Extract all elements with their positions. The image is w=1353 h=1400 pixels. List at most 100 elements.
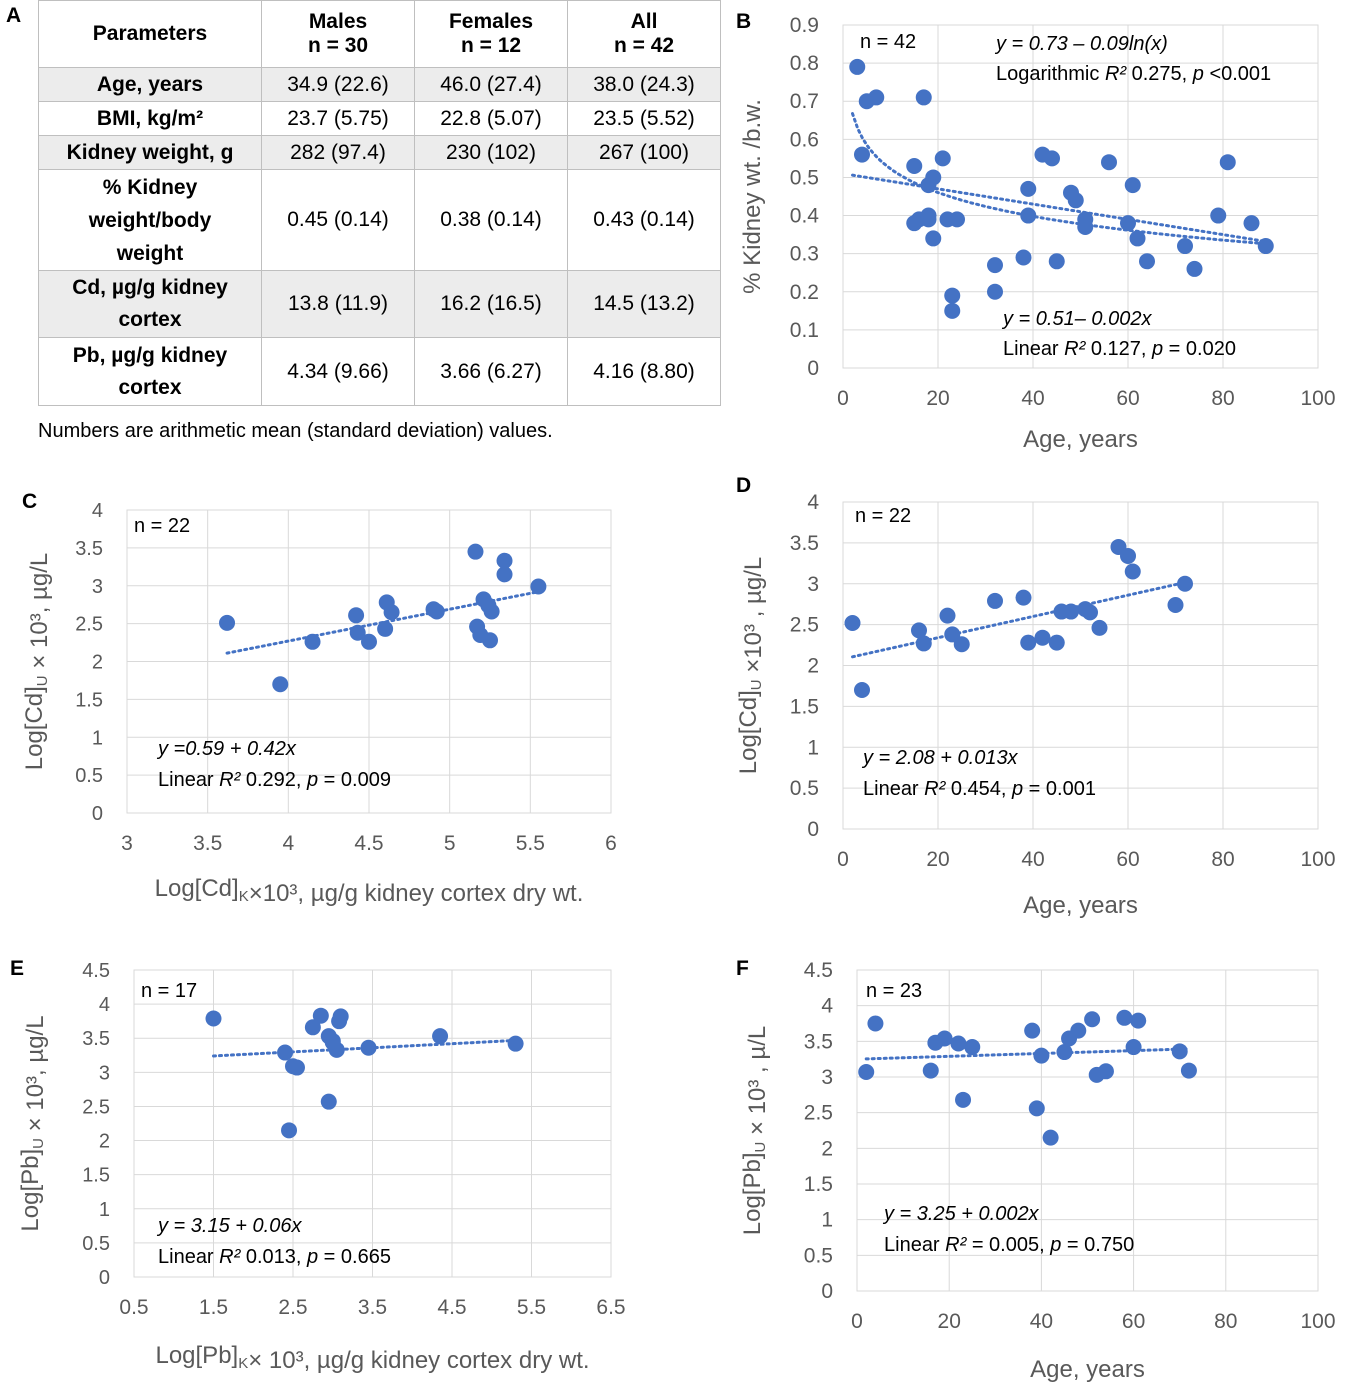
- data-point: [1171, 1043, 1188, 1060]
- data-point: [348, 607, 365, 624]
- parameters-table: Parameters Males n = 30 Females n = 12 All…: [38, 0, 721, 406]
- data-point: [1042, 1129, 1059, 1146]
- data-point: [507, 1035, 524, 1052]
- sample-size-label: n = 22: [855, 505, 911, 527]
- y-tick-label: 2: [807, 655, 819, 678]
- data-point: [349, 624, 366, 641]
- cell-females: 0.38 (0.14): [414, 169, 568, 271]
- table-footnote: Numbers are arithmetic mean (standard de…: [38, 420, 553, 442]
- data-point: [377, 620, 394, 637]
- x-tick-label: 5: [444, 832, 456, 855]
- cell-females: 46.0 (27.4): [414, 67, 568, 102]
- data-point: [953, 636, 970, 653]
- data-point: [939, 607, 956, 624]
- data-point: [949, 211, 965, 228]
- data-point: [1139, 253, 1155, 270]
- y-tick-label: 0.5: [790, 777, 819, 800]
- linear-trendline: [851, 580, 1187, 659]
- sample-size-label: n = 22: [134, 515, 190, 537]
- data-point: [1034, 629, 1051, 646]
- cell-all: 0.43 (0.14): [567, 169, 721, 271]
- data-point: [915, 635, 932, 652]
- data-point: [1048, 253, 1065, 270]
- data-point: [332, 1008, 349, 1025]
- data-point: [1120, 215, 1136, 232]
- y-tick-label: 3.5: [790, 532, 819, 555]
- y-tick-label: 0: [807, 357, 819, 380]
- y-tick-label: 3: [821, 1066, 833, 1089]
- x-tick-label: 4.5: [437, 1296, 466, 1319]
- y-tick-label: 2: [92, 652, 103, 674]
- y-tick-label: 2.5: [75, 614, 103, 636]
- cell-males: 13.8 (11.9): [261, 270, 415, 338]
- cell-males: 34.9 (22.6): [261, 67, 415, 102]
- data-point: [1257, 238, 1274, 255]
- x-tick-label: 20: [926, 848, 949, 871]
- data-point: [1177, 238, 1193, 255]
- panel-label: E: [10, 957, 24, 980]
- data-point: [911, 622, 927, 639]
- data-point: [844, 614, 861, 631]
- data-point: [1015, 249, 1032, 266]
- x-tick-label: 80: [1211, 848, 1234, 871]
- y-axis-title: Log[Pb]U × 10³, µg/L: [17, 1015, 49, 1231]
- table-row: Kidney weight, g 282 (97.4) 230 (102) 26…: [38, 135, 721, 170]
- y-tick-label: 0.2: [790, 281, 819, 304]
- x-tick-label: 40: [1030, 1310, 1053, 1333]
- regression-annotation: Linear R² 0.127, p = 0.020: [1003, 338, 1236, 360]
- x-axis-title: Age, years: [1023, 426, 1138, 453]
- chart-panel-d: D 0 20 40 60 80 100 0 0.5 1 1.5 2 2.5 3 3.5 4 Age, years…: [735, 474, 1336, 919]
- data-point: [944, 287, 961, 304]
- data-point: [987, 257, 1003, 274]
- x-tick-label: 100: [1300, 387, 1335, 410]
- x-tick-label: 5.5: [516, 832, 545, 855]
- row-label: Cd, µg/g kidney cortex: [38, 270, 262, 338]
- table-header-all: All n = 42: [567, 0, 721, 68]
- cell-females: 22.8 (5.07): [414, 101, 568, 136]
- regression-annotation: y = 0.51– 0.002x: [1001, 308, 1152, 330]
- data-point: [944, 302, 961, 319]
- cell-females: 3.66 (6.27): [414, 337, 568, 406]
- y-tick-label: 0: [92, 803, 103, 825]
- data-point: [1130, 1012, 1147, 1029]
- data-point: [944, 626, 961, 643]
- table-row: Cd, µg/g kidney cortex 13.8 (11.9) 16.2 (…: [38, 270, 721, 338]
- data-point: [496, 552, 513, 569]
- y-tick-label: 0.1: [790, 319, 819, 342]
- x-tick-label: 40: [1021, 387, 1044, 410]
- data-point: [987, 592, 1003, 609]
- cell-all: 38.0 (24.3): [567, 67, 721, 102]
- y-tick-label: 4: [807, 491, 819, 514]
- data-point: [858, 1064, 875, 1081]
- data-point: [1129, 230, 1146, 247]
- data-point: [304, 633, 321, 650]
- data-point: [1124, 177, 1141, 194]
- x-tick-label: 0.5: [119, 1296, 148, 1319]
- table-header-parameters: Parameters: [38, 0, 262, 68]
- chart-panel-c: C 3 3.5 4 4.5 5 5.5 6 0 0.5 1 1.5 2 2.5 3 3.5 4 Log[Cd]K×…: [21, 490, 617, 907]
- data-point: [868, 89, 885, 106]
- table-row: Age, years 34.9 (22.6) 46.0 (27.4) 38.0 …: [38, 67, 721, 102]
- row-label: % Kidney weight/body weight: [38, 169, 262, 271]
- data-point: [272, 676, 289, 693]
- panel-label: B: [736, 10, 751, 33]
- x-axis-title: Log[Pb]K× 10³, µg/g kidney cortex dry wt…: [155, 1342, 589, 1374]
- data-point: [934, 150, 951, 167]
- data-point: [320, 1093, 337, 1110]
- y-tick-label: 3.5: [82, 1028, 110, 1050]
- x-tick-label: 6.5: [596, 1296, 625, 1319]
- data-point: [304, 1019, 321, 1036]
- cell-males: 0.45 (0.14): [261, 169, 415, 271]
- data-point: [1077, 218, 1094, 235]
- y-tick-label: 3.5: [75, 538, 103, 560]
- y-tick-label: 2.5: [804, 1102, 833, 1125]
- data-point: [1180, 1062, 1197, 1079]
- y-tick-label: 0.5: [804, 1244, 833, 1267]
- y-tick-label: 1.5: [75, 689, 103, 711]
- table-header-females: Females n = 12: [414, 0, 568, 68]
- y-tick-label: 3: [99, 1062, 110, 1084]
- data-point: [1015, 589, 1032, 606]
- y-axis-title: Log[Pb]U × 10³ , µ/L: [739, 1026, 771, 1235]
- data-point: [1116, 1009, 1133, 1026]
- y-tick-label: 4: [99, 994, 110, 1016]
